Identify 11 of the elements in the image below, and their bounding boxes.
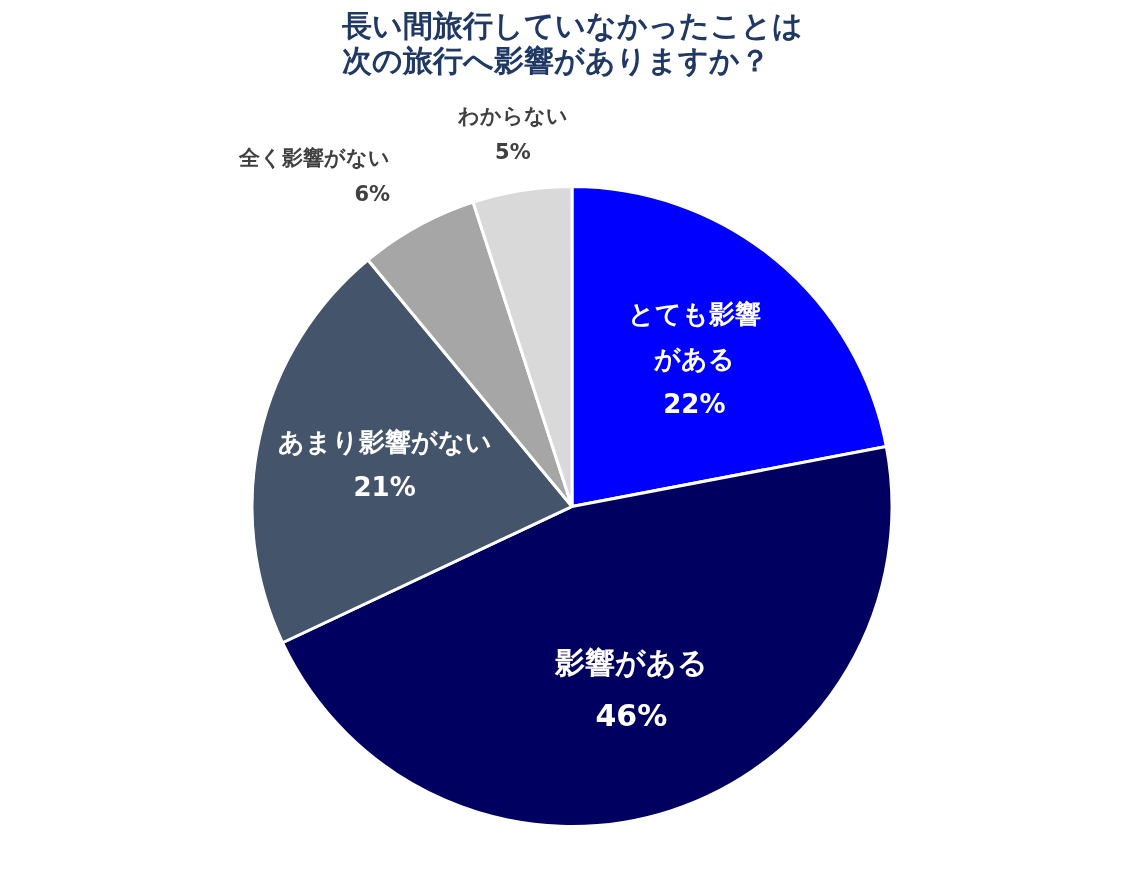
slice-label: 影響がある (553, 645, 708, 681)
slice-label: あまり影響がない (277, 427, 492, 458)
slice-label: わからない (456, 103, 568, 128)
slice-label: とても影響がある (627, 298, 761, 374)
data-label: 21% (353, 472, 416, 503)
data-label: 46% (595, 697, 668, 733)
data-label: 5% (495, 139, 531, 164)
chart-title: 長い間旅行していなかったことは次の旅行へ影響がありますか？ (340, 7, 803, 78)
data-label: 22% (663, 388, 726, 419)
data-label: 6% (354, 181, 391, 206)
slice-label: 全く影響がない (238, 145, 391, 170)
